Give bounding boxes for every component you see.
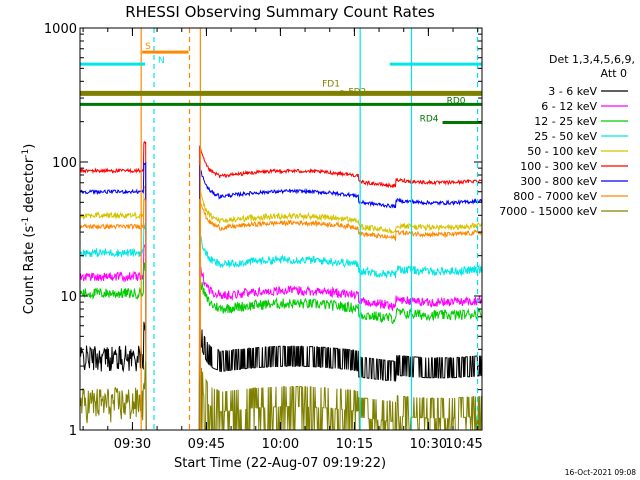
- x-axis-label: Start Time (22-Aug-07 09:19:22): [174, 456, 386, 471]
- x-tick-label-0: 09:30: [114, 437, 151, 452]
- legend-label-7: 800 - 7000 keV: [513, 190, 597, 203]
- flag-label-fd2: FD2: [348, 87, 366, 97]
- y-tick-label-0: 1: [69, 424, 77, 439]
- chart-title: RHESSI Observing Summary Count Rates: [125, 3, 435, 21]
- flag-label-n: N: [158, 56, 165, 66]
- y-axis-label-main: Count Rate (s: [22, 226, 37, 315]
- legend: Det 1,3,4,5,6,9, Att 0 3 - 6 keV 6 - 12 k…: [499, 53, 635, 218]
- y-axis-label-sup1: -1: [21, 217, 31, 226]
- y-axis-label-end: ): [22, 144, 37, 149]
- series-line-8-seg0: [79, 360, 147, 431]
- legend-label-5: 100 - 300 keV: [520, 160, 597, 173]
- series-line-3-seg1: [198, 235, 483, 431]
- series-line-7-seg1: [198, 198, 482, 431]
- fd-marker-dot: [340, 90, 344, 94]
- y-tick-label-1: 10: [60, 290, 77, 305]
- legend-header-line2: Att 0: [601, 67, 627, 80]
- legend-label-1: 6 - 12 keV: [541, 100, 597, 113]
- x-tick-label-4: 10:30: [410, 437, 447, 452]
- series-line-3-seg0: [79, 221, 147, 431]
- series-line-6-seg0: [80, 161, 147, 431]
- series-line-4-seg0: [79, 185, 147, 431]
- y-axis-label: Count Rate (s-1 detector-1): [21, 144, 37, 315]
- x-tick-label-5: 10:45: [445, 437, 482, 452]
- flag-label-s: S: [145, 42, 151, 52]
- footer-timestamp: 16-Oct-2021 09:08: [565, 468, 636, 477]
- legend-header-line1: Det 1,3,4,5,6,9,: [549, 53, 635, 66]
- series-line-2-seg0: [79, 261, 147, 431]
- x-tick-label-2: 10:00: [262, 437, 299, 452]
- plot-frame: [79, 27, 483, 431]
- series-line-0-seg0: [79, 321, 147, 431]
- y-axis-label-sup2: -1: [21, 149, 31, 158]
- plot-area: SN FD1 FD2 RD0 RD4: [79, 28, 483, 431]
- flag-label-rd4: RD4: [420, 114, 439, 124]
- flag-label-rd0: RD0: [447, 96, 466, 106]
- series-line-1-seg0: [79, 243, 147, 431]
- legend-label-2: 12 - 25 keV: [534, 115, 597, 128]
- flag-label-fd1: FD1: [322, 79, 340, 89]
- legend-label-0: 3 - 6 keV: [548, 85, 597, 98]
- series-line-5-seg0: [79, 140, 147, 431]
- x-tick-label-1: 09:45: [188, 437, 225, 452]
- series-line-0-seg1: [198, 320, 482, 431]
- y-tick-label-2: 100: [52, 156, 77, 171]
- y-axis-ticks: 1 10 100 1000: [44, 22, 482, 439]
- legend-label-4: 50 - 100 keV: [527, 145, 597, 158]
- series-line-4-seg1: [198, 190, 483, 431]
- series-line-5-seg1: [198, 145, 483, 431]
- y-tick-label-3: 1000: [44, 22, 77, 37]
- series-line-6-seg1: [198, 164, 483, 431]
- series-line-7-seg0: [79, 198, 147, 431]
- x-tick-label-3: 10:15: [336, 437, 373, 452]
- legend-label-3: 25 - 50 keV: [534, 130, 597, 143]
- series-line-2-seg1: [198, 277, 483, 431]
- y-axis-label-mid: detector: [22, 157, 37, 217]
- legend-label-8: 7000 - 15000 keV: [499, 205, 597, 218]
- legend-label-6: 300 - 800 keV: [520, 175, 597, 188]
- series-line-1-seg1: [198, 261, 483, 431]
